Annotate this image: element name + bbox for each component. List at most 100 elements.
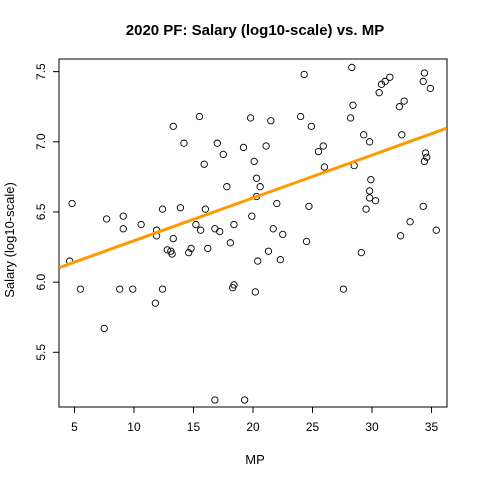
data-point bbox=[400, 97, 408, 105]
data-point bbox=[223, 183, 231, 191]
data-point bbox=[296, 112, 305, 121]
data-point bbox=[250, 157, 258, 166]
chart-title: 2020 PF: Salary (log10-scale) vs. MP bbox=[126, 22, 384, 39]
data-point bbox=[367, 176, 375, 184]
fit-line bbox=[59, 126, 447, 270]
data-point bbox=[420, 157, 429, 166]
data-point bbox=[264, 247, 273, 255]
data-point bbox=[116, 285, 124, 293]
data-point bbox=[248, 212, 256, 220]
data-point bbox=[76, 285, 85, 293]
data-point bbox=[314, 147, 323, 156]
data-point bbox=[396, 232, 405, 240]
data-point bbox=[365, 138, 374, 146]
data-point bbox=[216, 227, 224, 236]
x-tick-label: 25 bbox=[306, 420, 320, 434]
data-point bbox=[195, 112, 204, 121]
data-point bbox=[365, 187, 374, 195]
y-tick-label: 7.0 bbox=[34, 133, 48, 150]
data-point bbox=[137, 220, 145, 229]
data-point bbox=[386, 73, 394, 81]
data-point bbox=[252, 174, 261, 182]
y-tick-label: 5.5 bbox=[34, 344, 48, 361]
data-point bbox=[371, 197, 380, 205]
data-point bbox=[307, 122, 315, 131]
data-point bbox=[406, 218, 414, 226]
data-point bbox=[196, 226, 205, 234]
data-point bbox=[129, 285, 137, 293]
data-point bbox=[168, 250, 176, 258]
data-point bbox=[176, 204, 185, 212]
data-point bbox=[100, 324, 108, 333]
data-point bbox=[269, 225, 277, 233]
data-point bbox=[419, 77, 427, 86]
data-point bbox=[349, 101, 357, 109]
data-point bbox=[365, 194, 374, 202]
data-point bbox=[158, 285, 167, 293]
data-point bbox=[426, 84, 434, 93]
data-point bbox=[211, 396, 219, 404]
data-point bbox=[375, 89, 383, 97]
x-tick-label: 20 bbox=[246, 420, 260, 434]
data-point bbox=[68, 199, 76, 208]
data-point bbox=[302, 237, 311, 246]
x-axis: 5 10 15 20 25 30 35 bbox=[71, 406, 439, 434]
data-point bbox=[423, 153, 431, 161]
x-tick-label: 30 bbox=[365, 420, 379, 434]
data-point bbox=[319, 142, 327, 150]
data-point bbox=[230, 220, 238, 229]
data-point bbox=[267, 117, 275, 125]
data-point bbox=[419, 202, 427, 210]
data-point bbox=[432, 226, 440, 234]
data-point bbox=[251, 288, 260, 296]
x-axis-title: MP bbox=[245, 452, 265, 467]
data-point bbox=[219, 150, 227, 159]
data-point bbox=[362, 205, 370, 213]
data-point bbox=[239, 143, 248, 152]
data-point bbox=[256, 183, 264, 191]
data-point bbox=[398, 131, 406, 139]
x-tick-label: 15 bbox=[187, 420, 201, 434]
data-point bbox=[421, 149, 430, 157]
data-point bbox=[346, 114, 355, 122]
data-point bbox=[300, 70, 308, 79]
data-point bbox=[200, 160, 208, 168]
y-axis-title: Salary (log10-scale) bbox=[2, 182, 17, 298]
data-point bbox=[158, 205, 167, 213]
data-point bbox=[246, 114, 255, 122]
data-point bbox=[119, 212, 127, 220]
y-tick-label: 6.0 bbox=[34, 273, 48, 290]
data-point bbox=[119, 225, 127, 233]
data-point bbox=[348, 63, 356, 72]
data-point bbox=[226, 239, 235, 247]
data-point bbox=[204, 244, 212, 253]
x-tick-label: 5 bbox=[71, 420, 78, 434]
x-tick-label: 35 bbox=[425, 420, 439, 434]
data-point bbox=[360, 131, 368, 139]
x-tick-label: 10 bbox=[127, 420, 141, 434]
y-tick-label: 6.5 bbox=[34, 203, 48, 220]
data-point bbox=[420, 69, 429, 77]
data-point bbox=[254, 257, 262, 265]
y-tick-label: 7.5 bbox=[34, 63, 48, 80]
data-point bbox=[163, 246, 171, 254]
data-point bbox=[201, 205, 210, 213]
data-point bbox=[320, 163, 329, 171]
data-point bbox=[169, 122, 177, 131]
data-point bbox=[276, 256, 285, 264]
data-point bbox=[180, 139, 188, 147]
data-point bbox=[381, 77, 389, 86]
y-axis: 5.5 6.0 6.5 7.0 7.5 bbox=[34, 63, 60, 361]
data-point bbox=[192, 220, 200, 229]
data-point bbox=[395, 103, 404, 111]
data-point bbox=[357, 248, 365, 257]
data-point bbox=[279, 230, 287, 239]
data-point bbox=[262, 142, 270, 150]
data-point bbox=[305, 202, 313, 210]
data-point bbox=[213, 139, 221, 147]
data-marks bbox=[59, 63, 447, 404]
data-point bbox=[102, 215, 111, 223]
